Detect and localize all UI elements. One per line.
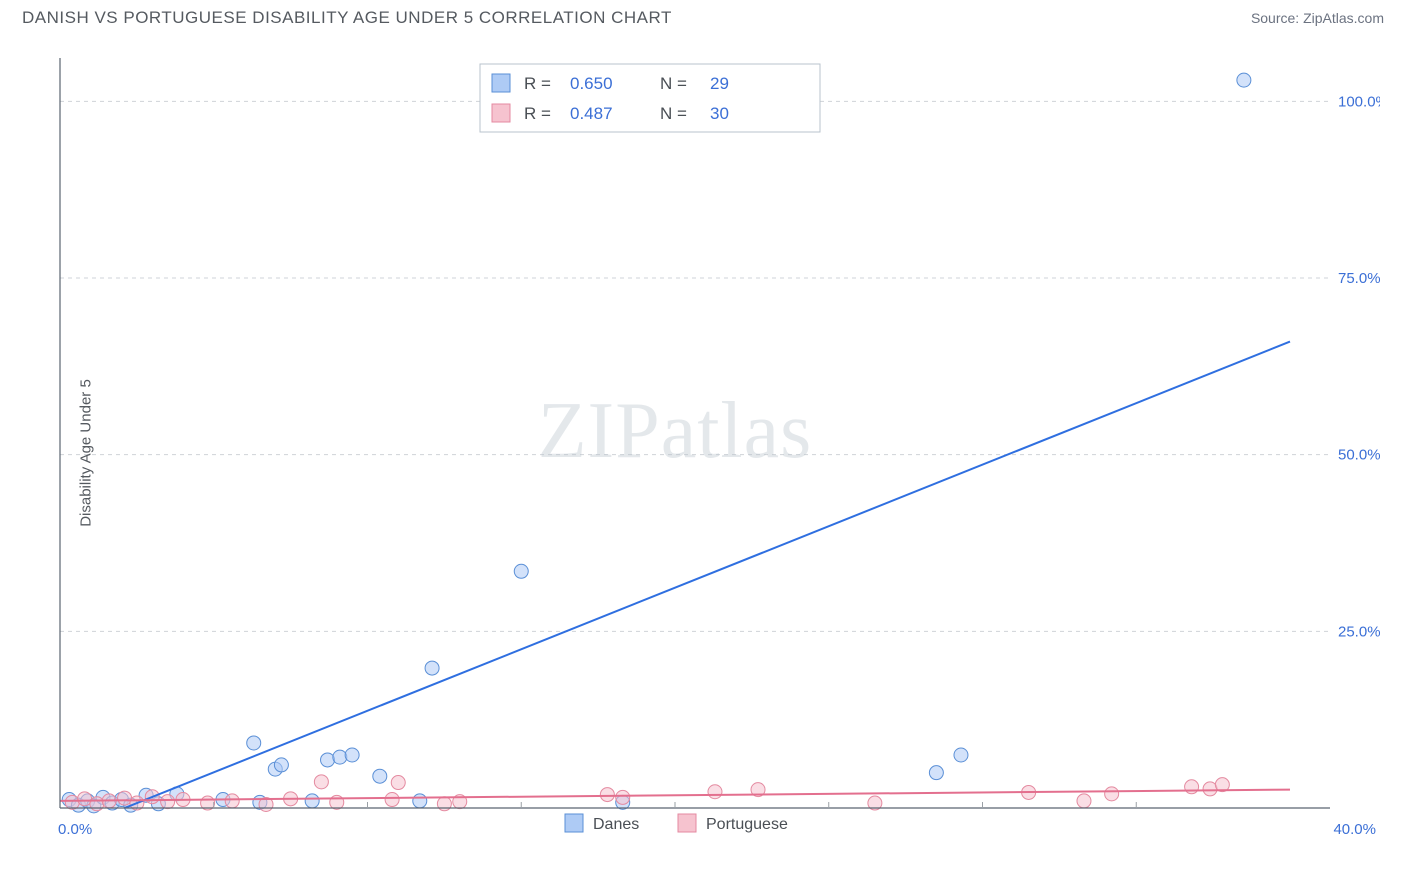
- data-point: [314, 775, 328, 789]
- data-point: [600, 788, 614, 802]
- data-point: [373, 769, 387, 783]
- data-point: [413, 794, 427, 808]
- watermark: ZIPatlas: [538, 387, 813, 475]
- legend-swatch: [492, 104, 510, 122]
- data-point: [65, 795, 79, 809]
- data-point: [225, 794, 239, 808]
- series-label: Danes: [593, 816, 639, 833]
- legend-n-value: 29: [710, 74, 729, 93]
- y-tick-label: 75.0%: [1338, 270, 1380, 287]
- data-point: [321, 753, 335, 767]
- x-tick-label: 0.0%: [58, 821, 92, 838]
- legend-n-label: N =: [660, 74, 687, 93]
- data-point: [708, 785, 722, 799]
- data-point: [333, 750, 347, 764]
- data-point: [616, 790, 630, 804]
- data-point: [425, 661, 439, 675]
- legend-n-value: 30: [710, 104, 729, 123]
- y-tick-label: 50.0%: [1338, 447, 1380, 464]
- data-point: [247, 736, 261, 750]
- series-swatch: [565, 814, 583, 832]
- series-swatch: [678, 814, 696, 832]
- data-point: [437, 797, 451, 811]
- x-tick-label: 40.0%: [1333, 821, 1376, 838]
- legend-r-value: 0.650: [570, 74, 613, 93]
- data-point: [1237, 73, 1251, 87]
- y-tick-label: 100.0%: [1338, 93, 1380, 110]
- series-label: Portuguese: [706, 816, 788, 833]
- legend-swatch: [492, 74, 510, 92]
- data-point: [1077, 794, 1091, 808]
- data-point: [391, 776, 405, 790]
- legend-r-value: 0.487: [570, 104, 613, 123]
- chart-title: DANISH VS PORTUGUESE DISABILITY AGE UNDE…: [22, 8, 672, 28]
- data-point: [514, 564, 528, 578]
- data-point: [1185, 780, 1199, 794]
- data-point: [90, 797, 104, 811]
- legend-r-label: R =: [524, 104, 551, 123]
- chart-area: Disability Age Under 5 25.0% 50.0% 75.0% 10…: [50, 48, 1380, 858]
- y-axis-label: Disability Age Under 5: [77, 379, 94, 527]
- y-tick-label: 25.0%: [1338, 623, 1380, 640]
- data-point: [1105, 787, 1119, 801]
- data-point: [954, 748, 968, 762]
- data-point: [305, 794, 319, 808]
- data-point: [161, 795, 175, 809]
- source-credit: Source: ZipAtlas.com: [1251, 10, 1384, 26]
- data-point: [274, 758, 288, 772]
- data-point: [929, 766, 943, 780]
- data-point: [345, 748, 359, 762]
- legend-r-label: R =: [524, 74, 551, 93]
- data-point: [385, 793, 399, 807]
- legend-n-label: N =: [660, 104, 687, 123]
- scatter-plot: 25.0% 50.0% 75.0% 100.0% ZIPatlas 0.0% 40.0% R …: [50, 48, 1380, 858]
